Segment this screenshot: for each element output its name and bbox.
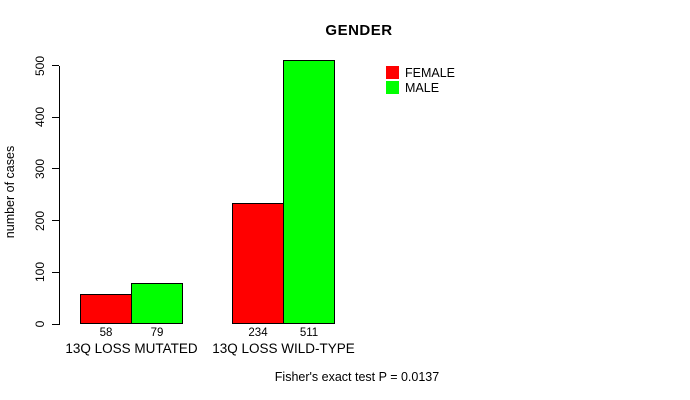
y-axis-label: number of cases [3,145,17,239]
bar-value-label: 79 [150,327,164,339]
y-axis-tick [52,323,59,325]
bar-value-label: 234 [248,327,268,339]
y-axis-tick [52,116,59,118]
x-group-label: 13Q LOSS MUTATED [65,341,198,356]
y-axis-tick-label: 300 [33,158,47,179]
legend-entry-female: FEMALE [386,65,455,80]
x-group-label: 13Q LOSS WILD-TYPE [212,341,355,356]
legend-swatch-female-icon [386,66,399,79]
legend: FEMALE MALE [386,65,455,95]
stat-annotation: Fisher's exact test P = 0.0137 [274,370,440,384]
y-axis-tick-label: 200 [33,210,47,231]
bar-value-label: 511 [299,327,319,339]
y-axis-line [59,65,60,325]
chart-title: GENDER [325,22,393,39]
y-axis-tick [52,271,59,273]
y-axis-tick [52,220,59,222]
bar-value-label: 58 [99,327,113,339]
y-axis-tick-label: 0 [33,320,47,328]
legend-label-female: FEMALE [405,65,456,80]
legend-swatch-male-icon [386,81,399,94]
legend-label-male: MALE [405,80,440,95]
bar-female-group1 [80,294,132,324]
bar-male-group2 [283,60,335,324]
bar-female-group2 [232,203,284,324]
y-axis-tick-label: 400 [33,107,47,128]
y-axis-tick [52,65,59,66]
bar-male-group1 [131,283,183,324]
y-axis-tick-label: 100 [33,262,47,283]
y-axis-tick-label: 500 [33,55,47,76]
legend-entry-male: MALE [386,80,455,95]
y-axis-tick [52,168,59,170]
